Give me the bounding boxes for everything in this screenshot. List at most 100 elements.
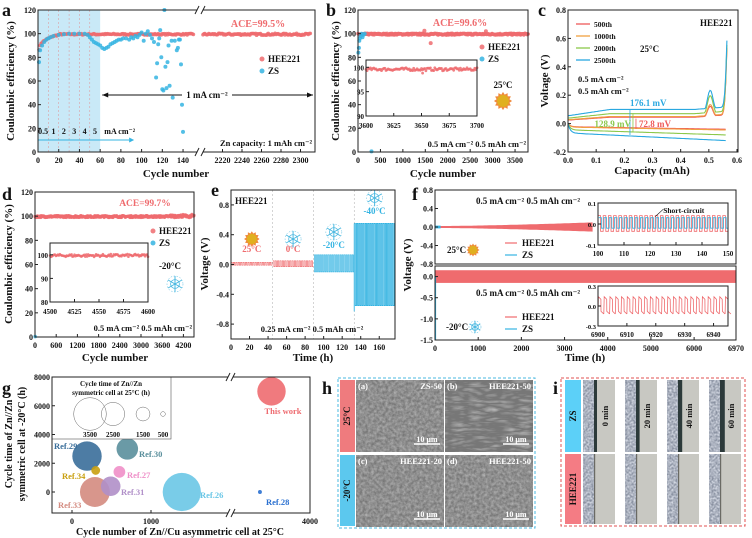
- snowflake-ring: [288, 234, 298, 244]
- sem-image: (b) HEE221-50 10 μm: [445, 380, 533, 452]
- x-tick-label: 0: [33, 341, 37, 350]
- bubble-label: This work: [264, 406, 301, 416]
- sem-image: (a) ZS-50 10 μm: [356, 380, 444, 452]
- subplot-minus20c: 0.5 mA cm⁻² 0.5 mAh cm⁻² -20°C HEE221 ZS -1.…: [420, 265, 737, 345]
- data-point: [191, 32, 196, 37]
- sun-icon: [466, 243, 480, 257]
- bubble-label: Ref.31: [121, 487, 144, 497]
- snowflake-ring: [170, 279, 180, 289]
- temperature-label: -20°C: [323, 240, 345, 250]
- data-point: [411, 69, 414, 72]
- axis-break-mark: [200, 147, 206, 157]
- data-point: [440, 67, 443, 70]
- x-tick-label: 6930: [678, 331, 693, 339]
- sem-image: (d) HEE221-50 10 μm: [445, 455, 533, 527]
- snowflake-icon: [284, 230, 302, 248]
- x-tick-label: 600: [50, 341, 62, 350]
- axis-break-mark: [225, 372, 231, 382]
- subplot-25c: 0.5 mA cm⁻² 0.5 mAh cm⁻² 25°C HEE221 ZS -0.8…: [420, 186, 737, 269]
- legend-label-hee221: HEE221: [522, 312, 555, 322]
- bubble: [116, 438, 139, 460]
- panel-c: 500th 1000th 2000th 2500th 176.1 mV 128.9 mV 7…: [539, 6, 742, 177]
- y-tick-label: 0.8: [556, 6, 566, 15]
- voltage-trace-1: [272, 260, 314, 268]
- x-tick-label: 2280: [273, 156, 289, 165]
- y-tick-label: 80: [28, 53, 36, 62]
- snowflake-icon: [366, 189, 383, 207]
- y-axis-label: Voltage (V): [539, 54, 551, 107]
- capacity-label: Zn capacity: 1 mAh cm⁻²: [220, 138, 312, 148]
- x-tick-label: 140: [697, 250, 708, 258]
- size-legend-title: Cycle time of Zn//Zn: [80, 380, 142, 388]
- temperature-label: -40°C: [364, 206, 386, 216]
- temperature-label: 25°C: [242, 244, 261, 254]
- rate-step-label: 0.5: [38, 127, 48, 136]
- x-tick-label: 3000: [557, 344, 573, 353]
- data-point: [70, 253, 73, 256]
- x-tick-label: 2300: [293, 156, 309, 165]
- image-name: HEE221-50: [489, 456, 531, 466]
- rate-step-label: 3: [72, 127, 76, 136]
- sun-disk: [497, 95, 509, 107]
- size-legend-circle: [73, 397, 107, 431]
- sem-image-texture: [445, 380, 533, 452]
- x-tick-label: 4500: [43, 308, 58, 316]
- snowflake-arm: [285, 234, 301, 244]
- x-tick-label: 100: [593, 250, 604, 258]
- bubble-label: Ref.30: [139, 449, 162, 459]
- legend-marker-zs: [479, 56, 485, 62]
- y-tick-label: 100: [21, 212, 33, 221]
- discharge-curve-1000th: [567, 123, 726, 131]
- x-tick-label: 160: [373, 343, 385, 352]
- bubble: [257, 377, 286, 406]
- label-bg: [182, 88, 232, 100]
- y-tick-label: -1.0: [420, 315, 433, 324]
- panel-letter-h: h: [322, 378, 332, 398]
- y-tick-label: 8000: [34, 373, 50, 382]
- current-label: 1 mA cm⁻²: [186, 90, 228, 100]
- ace-label: ACE=99.6%: [433, 18, 487, 29]
- x-tick-label: 3650: [415, 122, 430, 130]
- x-axis-label: Capacity (mAh): [614, 165, 690, 177]
- x-axis-label: Time (h): [565, 352, 606, 364]
- sem-image-texture: [445, 455, 533, 527]
- size-legend-label: 2500: [106, 431, 121, 439]
- data-point: [422, 28, 427, 33]
- y-tick-label: 0: [352, 148, 356, 157]
- y-tick-label: -0.5: [420, 294, 433, 303]
- zn-electrode-texture: [709, 380, 721, 452]
- annotation-pointer: [654, 209, 664, 217]
- legend-marker-hee221: [479, 44, 485, 50]
- y-tick-label: 20: [348, 124, 356, 133]
- y-tick-label: 0.8: [219, 201, 229, 210]
- data-point: [124, 36, 129, 41]
- bubble: [162, 472, 201, 512]
- data-point: [85, 255, 89, 258]
- data-point: [172, 38, 177, 43]
- inset-trace-hee221: [598, 215, 728, 232]
- x-tick-label: 3625: [387, 122, 402, 130]
- legend-label-zs: ZS: [268, 66, 279, 76]
- optical-image: [667, 454, 699, 524]
- y-tick-label: 80: [25, 236, 33, 245]
- y-tick-label: -0.8: [420, 260, 433, 269]
- temperature-label: 0°C: [286, 244, 301, 254]
- data-point: [432, 69, 436, 72]
- size-legend-label: 3500: [83, 431, 98, 439]
- x-tick-label: 40: [75, 156, 83, 165]
- y-tick-label: 120: [24, 6, 36, 15]
- sem-image-texture: [356, 380, 444, 452]
- rate-step-label: 5: [93, 127, 97, 136]
- y-tick-label: 20: [28, 124, 36, 133]
- y-tick-label: 90: [41, 275, 49, 283]
- data-point: [150, 36, 154, 41]
- bubble: [257, 490, 262, 494]
- x-tick-label: 0: [36, 156, 40, 165]
- optical-image: [625, 380, 657, 452]
- row-label-bar: [565, 454, 581, 524]
- data-point: [67, 31, 72, 36]
- snowflake-outline: [166, 275, 184, 293]
- y-axis-label: Coulombic efficiency (%): [330, 21, 342, 141]
- y-tick-label: 0.8: [423, 186, 433, 195]
- sun-icon: [244, 231, 260, 247]
